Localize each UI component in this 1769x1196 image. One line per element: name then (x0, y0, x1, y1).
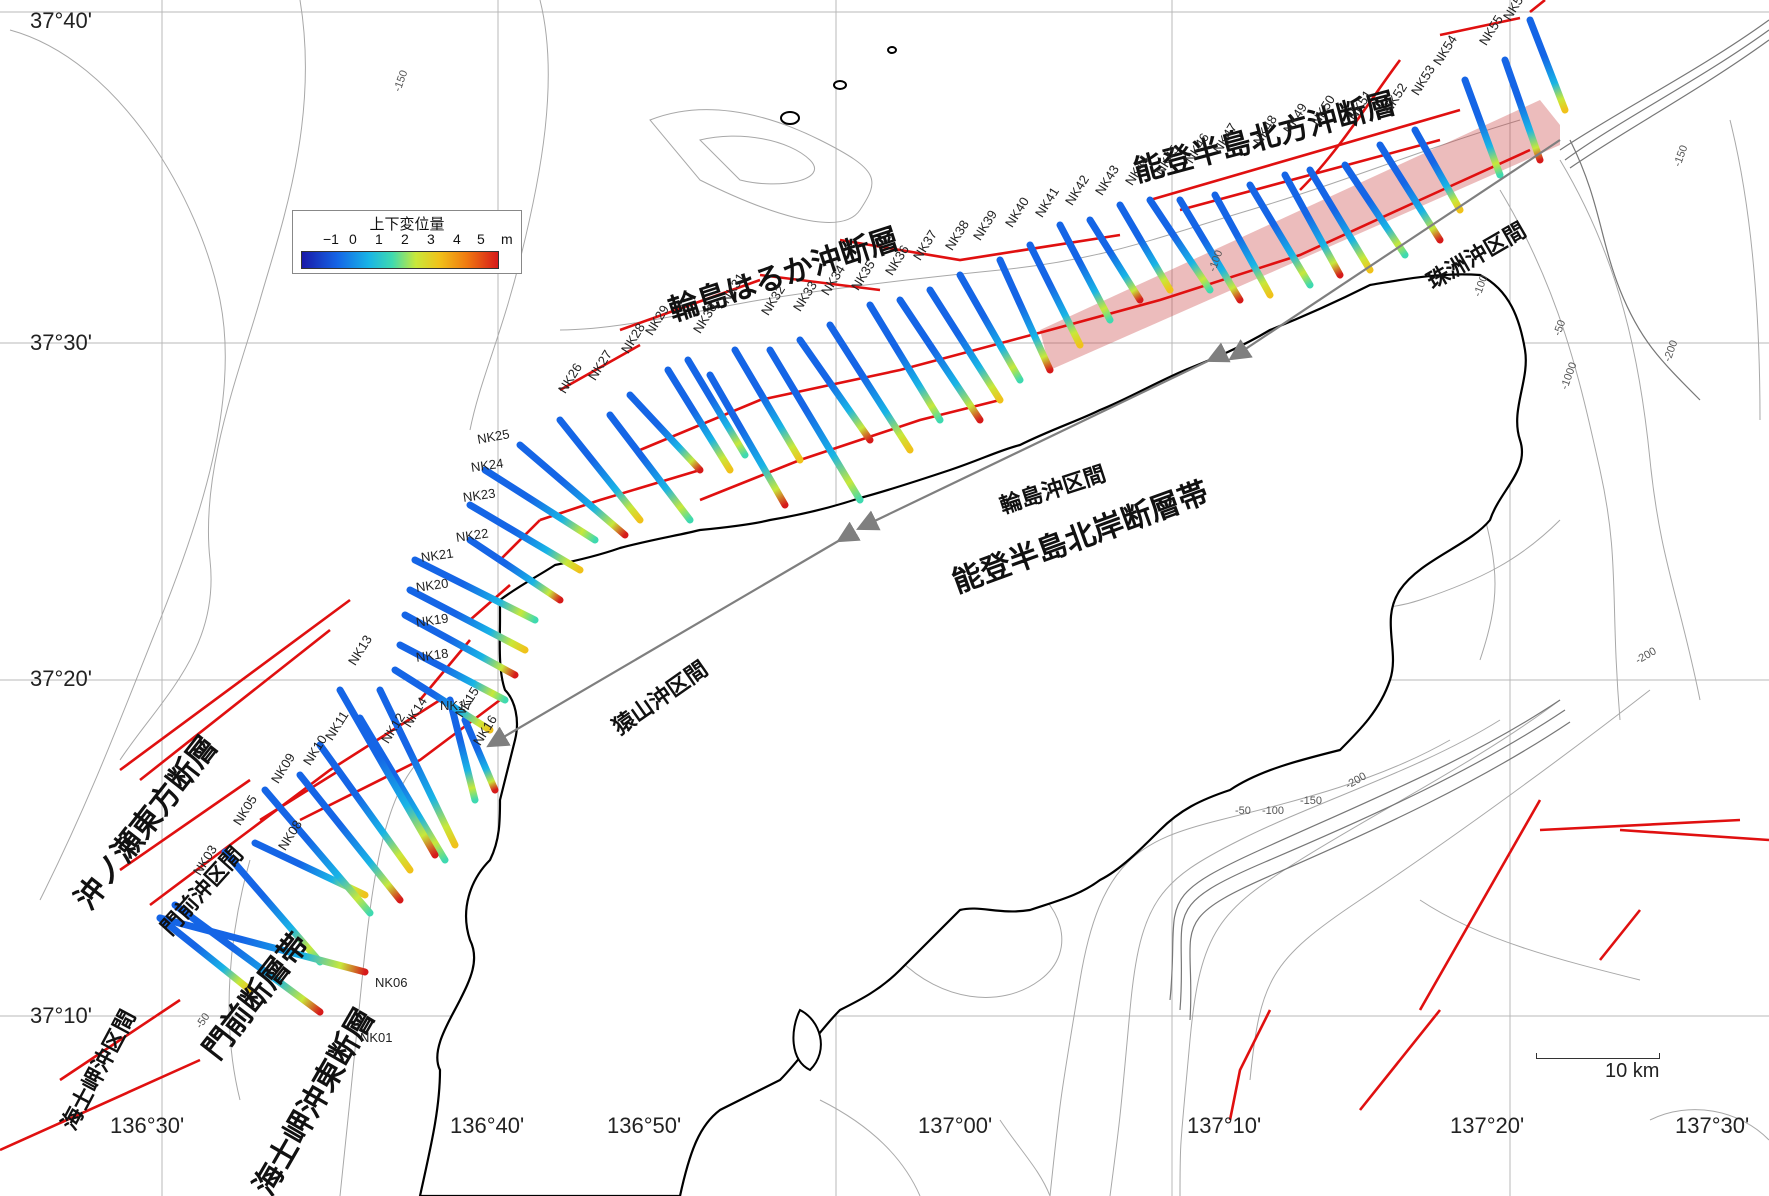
scale-bar-label: 10 km (1605, 1060, 1660, 1082)
survey-line-nk55 (1501, 56, 1544, 164)
survey-line-nk13 (336, 686, 439, 859)
inner-bay-contours (819, 1099, 1051, 1196)
fault-highlight-band (1040, 100, 1560, 370)
fault-trace (0, 1058, 201, 1152)
survey-line-nk01 (171, 901, 324, 1016)
lon-label-136-40: 136°40' (450, 1113, 525, 1138)
legend-title: 上下変位量 (369, 215, 445, 233)
lon-label-137-00: 137°00' (918, 1113, 993, 1138)
fault-trace (1358, 1009, 1442, 1111)
fault-trace (1228, 1009, 1272, 1121)
survey-line-nk15 (446, 696, 479, 804)
depth-label: -50 (1235, 805, 1251, 817)
arrow-saruyama (486, 521, 861, 748)
survey-line-nk56 (1526, 16, 1569, 114)
depth-label: -150 (1300, 795, 1323, 807)
fault-trace (539, 468, 701, 522)
lon-label-137-20: 137°20' (1450, 1113, 1525, 1138)
survey-line-nk16 (461, 716, 499, 794)
survey-line-label: NK17 (440, 698, 473, 713)
fault-trace (1529, 0, 1546, 14)
lon-label-136-50: 136°50' (607, 1113, 682, 1138)
survey-line-nk26 (556, 416, 644, 524)
islands (780, 46, 897, 1072)
legend-tick: 1 (375, 231, 383, 247)
survey-line-nk44 (1116, 201, 1174, 294)
survey-line-nk10 (296, 771, 404, 904)
fault-trace (1539, 818, 1741, 832)
legend-tick: −1 (323, 231, 339, 247)
survey-line-nk28 (626, 391, 704, 474)
lat-label-37-20: 37°20' (30, 666, 92, 691)
lon-label-136-30: 136°30' (110, 1113, 185, 1138)
fault-trace (139, 628, 331, 782)
fault-trace (119, 598, 351, 772)
survey-line-nk09 (261, 786, 374, 917)
survey-line-nk27 (606, 411, 694, 524)
survey-line-nk48 (1246, 181, 1314, 289)
survey-line-nk11 (316, 741, 414, 874)
color-legend: 上下変位量 −1 0 1 2 3 4 5 m (292, 210, 522, 274)
bathymetry-contours (9, 0, 1769, 1196)
fault-trace (59, 998, 181, 1082)
survey-line-nk30 (684, 356, 749, 459)
survey-line-label: NK01 (360, 1030, 393, 1045)
survey-line-nk45 (1146, 196, 1214, 294)
survey-line-nk49 (1281, 171, 1344, 279)
legend-tick: 2 (401, 231, 409, 247)
survey-line-nk52 (1376, 141, 1444, 244)
lat-label-37-10: 37°10' (30, 1003, 92, 1028)
survey-line-nk17 (391, 666, 494, 734)
fault-trace (1598, 909, 1642, 961)
legend-tick: 3 (427, 231, 435, 247)
survey-line-nk12 (356, 714, 449, 864)
legend-tick: 4 (453, 231, 461, 247)
survey-line-nk51 (1341, 161, 1409, 259)
arrow-wajima (856, 342, 1231, 531)
legend-unit: m (501, 231, 513, 247)
survey-line-nk31 (706, 371, 789, 509)
lon-label-137-30: 137°30' (1675, 1113, 1750, 1138)
survey-line-nk53 (1411, 126, 1464, 214)
fault-trace (1418, 799, 1542, 1011)
survey-line-nk29 (664, 366, 734, 474)
scale-bar (1536, 1053, 1660, 1059)
survey-line-nk41 (1026, 241, 1084, 349)
survey-line-nk42 (1056, 221, 1114, 324)
lat-label-37-40: 37°40' (30, 8, 92, 33)
survey-line-label: NK06 (375, 975, 408, 990)
depth-label: -100 (1262, 805, 1285, 817)
fault-trace (619, 278, 761, 332)
fault-trace (1619, 828, 1769, 842)
fault-trace (1439, 16, 1521, 37)
fault-trace (759, 273, 881, 292)
survey-line-nk54 (1461, 76, 1504, 179)
survey-line-nk33 (766, 346, 864, 504)
survey-line-nk14 (376, 686, 459, 849)
fault-trace (119, 778, 251, 872)
fault-trace (559, 343, 641, 392)
slope-contours (1169, 19, 1769, 1021)
survey-line-nk25 (516, 441, 629, 539)
survey-line-nk43 (1086, 216, 1144, 304)
fault-trace (1149, 108, 1461, 202)
survey-line-nk03 (156, 914, 254, 994)
lat-label-37-30: 37°30' (30, 330, 92, 355)
survey-line-nk32 (731, 346, 804, 464)
fault-trace (259, 768, 341, 822)
arrow-suzu (1228, 139, 1561, 361)
survey-line-nk05 (221, 848, 324, 966)
survey-line-nk47 (1211, 191, 1274, 299)
legend-colorbar (301, 251, 499, 269)
survey-line-nk50 (1306, 166, 1374, 274)
survey-line-nk46 (1176, 196, 1244, 304)
survey-line-nk06 (156, 914, 369, 976)
legend-tick: 0 (349, 231, 357, 247)
legend-tick: 5 (477, 231, 485, 247)
lon-label-137-10: 137°10' (1187, 1113, 1262, 1138)
